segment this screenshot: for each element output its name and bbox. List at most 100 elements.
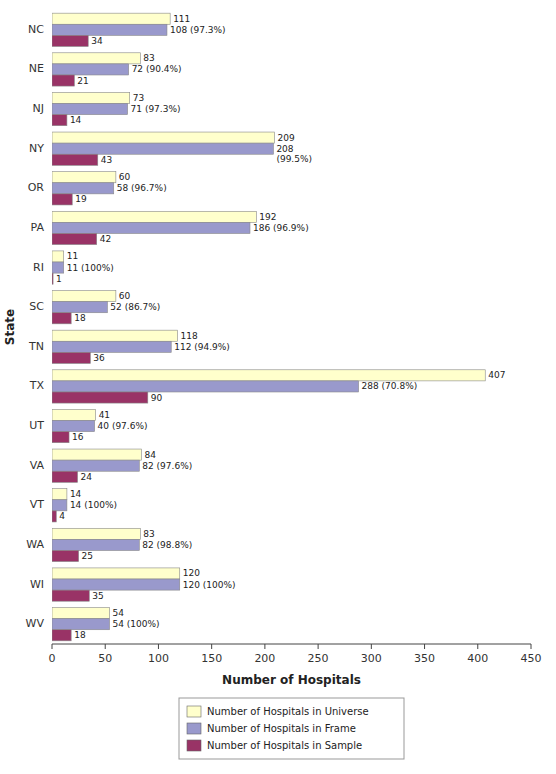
bar [52, 53, 140, 64]
bar [52, 409, 96, 420]
bar [52, 550, 79, 561]
x-tick [52, 644, 53, 649]
data-label: 11 (100%) [67, 262, 114, 272]
bar [52, 608, 109, 619]
data-label: 24 [81, 471, 93, 481]
legend-label: Number of Hospitals in Frame [207, 723, 356, 734]
y-tick-label: VT [30, 498, 45, 511]
data-label-line: 82 (98.8%) [142, 539, 192, 549]
data-label-line: 208 [276, 143, 293, 153]
bar [52, 449, 141, 460]
bar [52, 211, 256, 222]
data-label-line: 40 (97.6%) [98, 421, 148, 431]
data-label-line: 16 [72, 432, 84, 442]
bar [52, 115, 67, 126]
data-label-line: 54 (100%) [112, 619, 159, 629]
data-label: 112 (94.9%) [174, 341, 230, 351]
bar [52, 13, 170, 24]
data-label-line: 43 [101, 154, 112, 164]
data-label: 90 [151, 392, 163, 402]
bar [52, 291, 116, 302]
x-tick [424, 644, 425, 649]
data-label-line: 84 [144, 449, 156, 459]
y-tick-label: PA [31, 221, 45, 234]
bar [52, 539, 139, 550]
data-label: 83 [143, 53, 154, 63]
data-label: 54 [112, 608, 124, 618]
x-tick [105, 644, 106, 649]
data-label: 11 [67, 251, 78, 261]
data-label: 35 [92, 590, 103, 600]
data-label: 14 [70, 489, 82, 499]
bar [52, 154, 98, 165]
bar [52, 273, 53, 284]
y-tick-label: SC [29, 300, 44, 313]
data-label-line: 41 [99, 409, 110, 419]
data-label-line: 120 (100%) [183, 579, 236, 589]
data-label: 19 [75, 194, 87, 204]
data-label-line: 1 [56, 273, 62, 283]
x-tick [371, 644, 372, 649]
data-label-line: 14 [70, 115, 82, 125]
bar [52, 35, 88, 46]
data-label-line: (99.5%) [276, 153, 312, 163]
data-label-line: 118 [181, 330, 198, 340]
data-label-line: 11 [67, 251, 78, 261]
data-labels: 1118373209601921160118407418414831205410… [56, 13, 505, 640]
data-label-line: 58 (96.7%) [117, 183, 167, 193]
data-label: 4 [59, 511, 65, 521]
data-label-line: 60 [119, 172, 131, 182]
x-tick-label: 150 [201, 652, 222, 665]
data-label-line: 25 [82, 551, 93, 561]
x-tick [318, 644, 319, 649]
data-label-line: 36 [93, 352, 105, 362]
legend-label: Number of Hospitals in Universe [207, 706, 369, 717]
bar [52, 500, 67, 511]
data-label-line: 82 (97.6%) [142, 460, 192, 470]
x-tick [477, 644, 478, 649]
bar [52, 104, 128, 115]
x-tick-label: 450 [521, 652, 542, 665]
y-axis-label: State [3, 309, 17, 345]
data-label: 16 [72, 432, 84, 442]
data-label-line: 288 (70.8%) [362, 381, 418, 391]
x-axis: 050100150200250300350400450 [49, 644, 542, 665]
x-tick-label: 50 [98, 652, 112, 665]
data-label-line: 4 [59, 511, 65, 521]
data-label-line: 54 [112, 608, 124, 618]
data-label-line: 120 [183, 568, 200, 578]
x-tick [211, 644, 212, 649]
data-label: 118 [181, 330, 198, 340]
y-tick-label: NE [29, 62, 44, 75]
bar [52, 590, 89, 601]
data-label: 73 [133, 92, 144, 102]
y-tick-label: NC [28, 23, 44, 36]
data-label-line: 108 (97.3%) [170, 24, 226, 34]
data-label: 54 (100%) [112, 619, 159, 629]
data-label-line: 42 [100, 234, 111, 244]
data-label-line: 24 [81, 471, 93, 481]
y-tick-label: NJ [33, 102, 44, 115]
x-tick-label: 300 [361, 652, 382, 665]
bar [52, 194, 72, 205]
bar [52, 233, 97, 244]
data-label-line: 19 [75, 194, 87, 204]
data-label: 58 (96.7%) [117, 183, 167, 193]
y-tick-label: WI [30, 578, 44, 591]
x-tick [264, 644, 265, 649]
data-label: 52 (86.7%) [110, 302, 160, 312]
data-label: 18 [74, 630, 86, 640]
bar [52, 630, 71, 641]
data-label-line: 14 (100%) [70, 500, 117, 510]
data-label: 42 [100, 234, 111, 244]
x-tick-label: 400 [467, 652, 488, 665]
data-label: 25 [82, 551, 93, 561]
bar [52, 262, 64, 273]
bar [52, 619, 109, 630]
data-label: 43 [101, 154, 112, 164]
data-label: 208(99.5%) [276, 143, 312, 163]
y-tick-label: UT [29, 419, 44, 432]
data-label: 60 [119, 291, 131, 301]
x-tick [158, 644, 159, 649]
bar [52, 528, 140, 539]
